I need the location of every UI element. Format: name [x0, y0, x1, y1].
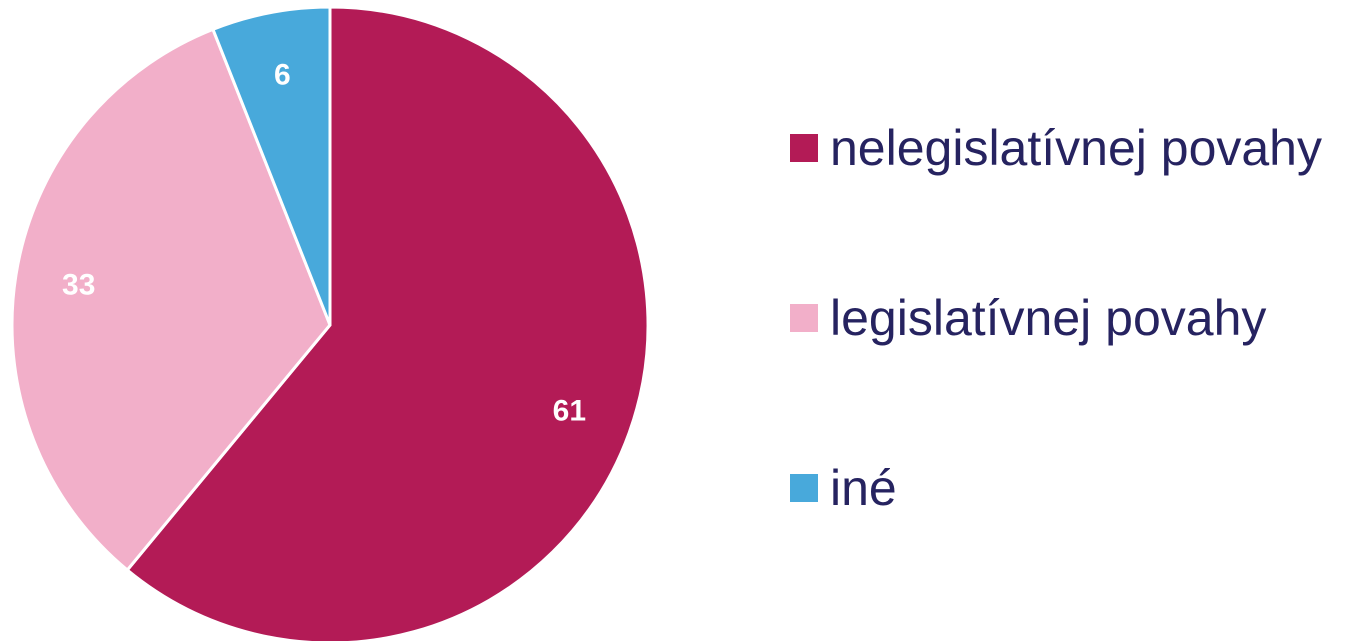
legend-swatch-legislativnej-povahy [790, 304, 818, 332]
pie-slices [10, 5, 650, 641]
legend-label-nelegislativnej-povahy: nelegislatívnej povahy [830, 120, 1322, 176]
pie-data-labels: 61 33 6 [62, 59, 586, 428]
legend-label-ine: iné [830, 460, 897, 516]
legend-item-legislativnej-povahy: legislatívnej povahy [790, 278, 1350, 358]
pie-slice-legislativnej-povahy [10, 27, 332, 572]
legend-label-legislativnej-povahy: legislatívnej povahy [830, 290, 1267, 346]
pie-slice-ine [211, 5, 332, 327]
legend-swatch-ine [790, 474, 818, 502]
legend-swatch-nelegislativnej-povahy [790, 134, 818, 162]
data-label-legislativnej-povahy: 33 [62, 269, 95, 302]
legend: nelegislatívnej povahy legislatívnej pov… [790, 108, 1350, 528]
legend-item-nelegislativnej-povahy: nelegislatívnej povahy [790, 108, 1350, 188]
data-label-nelegislativnej-povahy: 61 [553, 395, 586, 428]
data-label-ine: 6 [274, 59, 291, 92]
legend-item-ine: iné [790, 448, 1350, 528]
pie-chart-svg: 61 33 6 [10, 5, 650, 641]
